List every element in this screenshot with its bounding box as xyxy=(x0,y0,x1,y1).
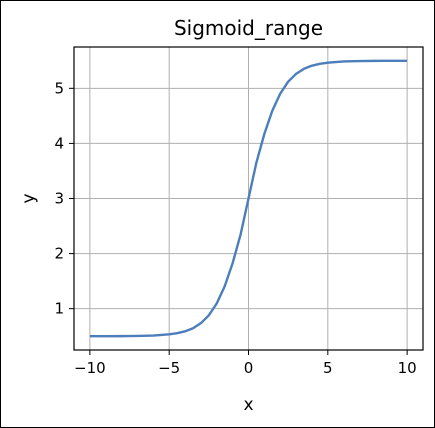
y-tick-label: 3 xyxy=(54,190,64,208)
series-line xyxy=(89,59,408,338)
x-tick-label: 0 xyxy=(244,359,254,377)
y-axis-label: y xyxy=(19,193,39,203)
chart-title: Sigmoid_range xyxy=(174,16,323,40)
x-tick-label: −10 xyxy=(74,359,106,377)
grid xyxy=(74,47,423,350)
y-tick-label: 1 xyxy=(54,300,64,318)
x-tick-label: 10 xyxy=(398,359,417,377)
x-tick-label: −5 xyxy=(158,359,180,377)
y-tick-label: 2 xyxy=(54,245,64,263)
y-tick-label: 5 xyxy=(54,79,64,97)
y-tick-label: 4 xyxy=(54,134,64,152)
x-tick-label: 5 xyxy=(323,359,333,377)
x-axis-label: x xyxy=(243,395,253,415)
ticks: −10 −5 0 5 10 1 2 3 4 5 xyxy=(54,79,416,377)
